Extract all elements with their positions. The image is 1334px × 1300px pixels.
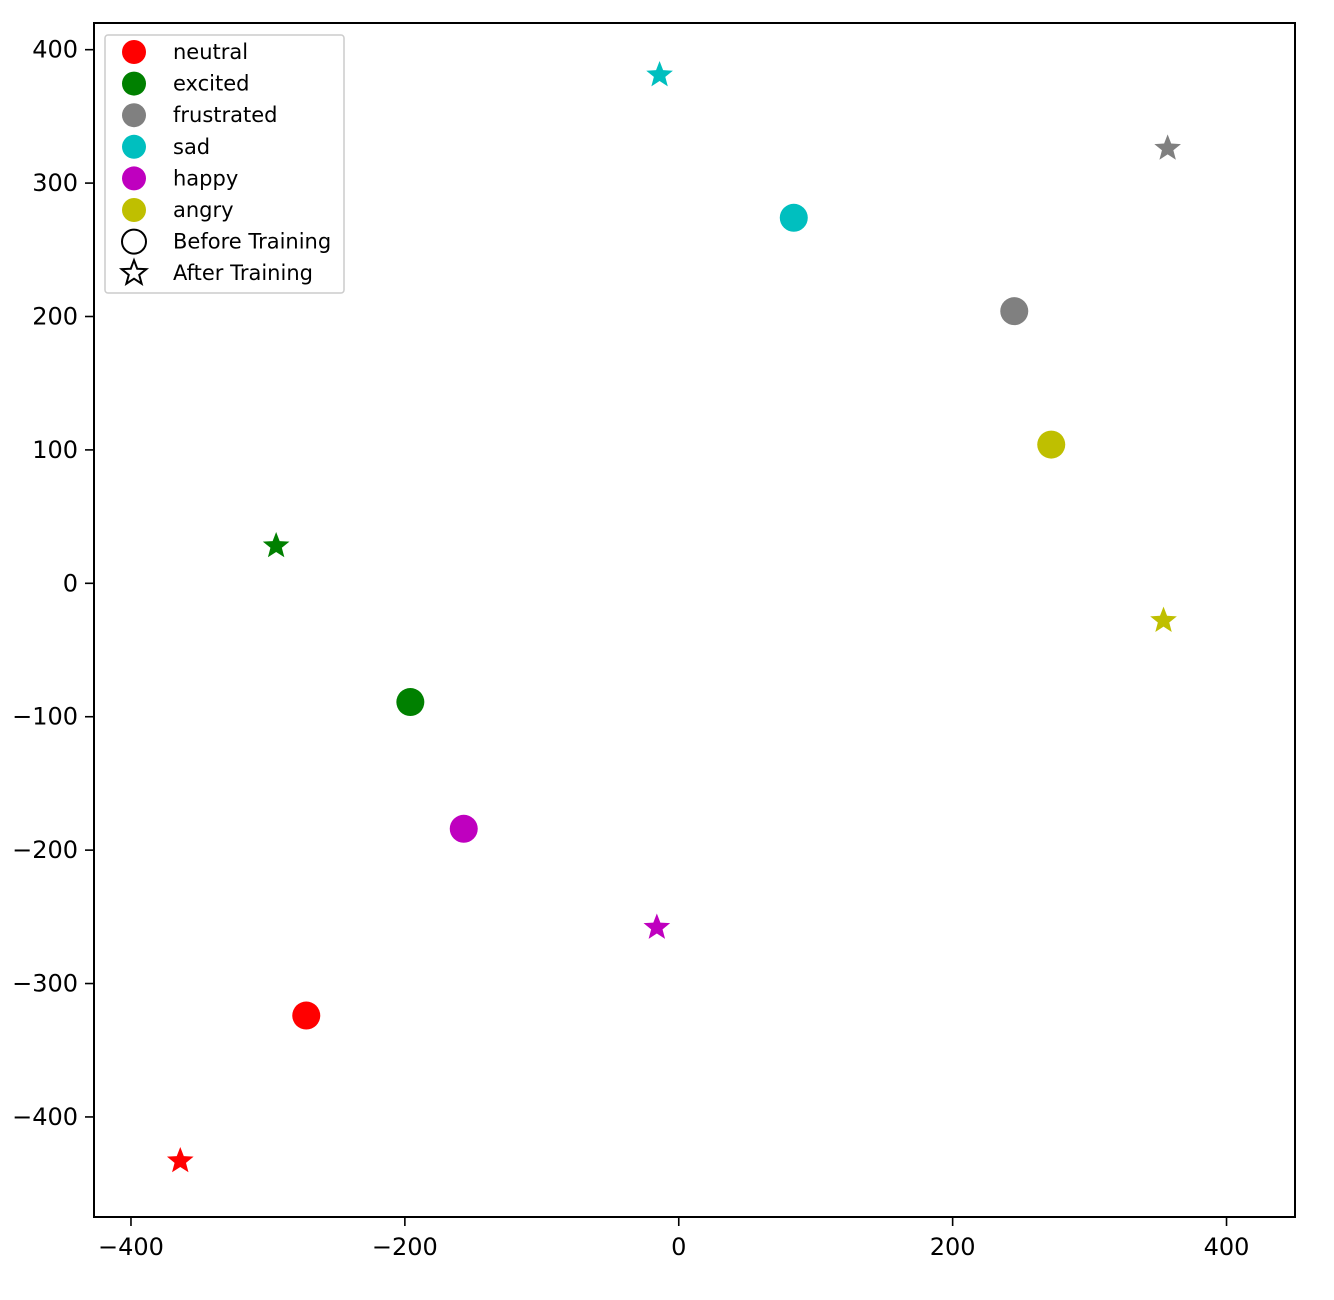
legend-marker-sad — [122, 134, 146, 159]
y-tick-label: −300 — [12, 970, 78, 998]
point-frustrated-before — [1000, 297, 1029, 326]
y-tick-label: 400 — [32, 36, 78, 64]
point-neutral-after — [166, 1146, 194, 1173]
y-tick-label: −400 — [12, 1103, 78, 1131]
x-tick-label: −200 — [372, 1233, 438, 1261]
x-axis: −400 −200 0 200 400 — [98, 1217, 1249, 1261]
point-frustrated-after — [1154, 134, 1181, 160]
legend-marker-happy — [122, 166, 146, 191]
point-sad-before — [779, 203, 808, 232]
legend-label-neutral: neutral — [173, 40, 248, 64]
y-tick-label: −100 — [12, 703, 78, 731]
y-tick-label: 200 — [32, 302, 78, 330]
legend-marker-excited — [122, 71, 146, 96]
legend-marker-before-training — [121, 228, 147, 255]
y-tick-label: −200 — [12, 836, 78, 864]
x-tick-label: −400 — [98, 1233, 164, 1261]
legend-label-marker: Before Training — [173, 230, 331, 254]
y-tick-label: 100 — [32, 436, 78, 464]
point-angry-after — [1150, 606, 1177, 632]
y-axis: 400 300 200 100 0 −100 −200 −300 −400 — [12, 36, 94, 1131]
legend: neutral excited frustrated sad happy angry Bef… — [104, 34, 345, 294]
legend-marker-angry — [122, 198, 146, 222]
point-neutral-before — [292, 1001, 321, 1030]
y-tick-label: 0 — [63, 569, 78, 597]
legend-box — [104, 34, 345, 294]
legend-marker-after-training — [118, 257, 150, 287]
point-happy-before — [449, 814, 478, 843]
legend-label-angry: angry — [173, 198, 234, 222]
legend-label-marker: After Training — [173, 261, 313, 285]
point-happy-after — [643, 913, 671, 939]
point-angry-before — [1037, 430, 1066, 459]
point-sad-after — [646, 61, 673, 87]
legend-marker-frustrated — [122, 103, 146, 128]
point-excited-after — [262, 531, 290, 558]
x-tick-label: 0 — [671, 1233, 686, 1261]
x-tick-label: 200 — [930, 1233, 976, 1261]
data-points — [166, 61, 1181, 1173]
point-excited-before — [396, 688, 425, 717]
legend-label-frustrated: frustrated — [173, 103, 278, 127]
legend-label-happy: happy — [173, 166, 238, 190]
y-tick-label: 300 — [32, 169, 78, 197]
legend-label-sad: sad — [173, 135, 210, 159]
x-tick-label: 400 — [1204, 1233, 1250, 1261]
legend-marker-neutral — [122, 40, 146, 64]
legend-label-excited: excited — [173, 72, 249, 96]
